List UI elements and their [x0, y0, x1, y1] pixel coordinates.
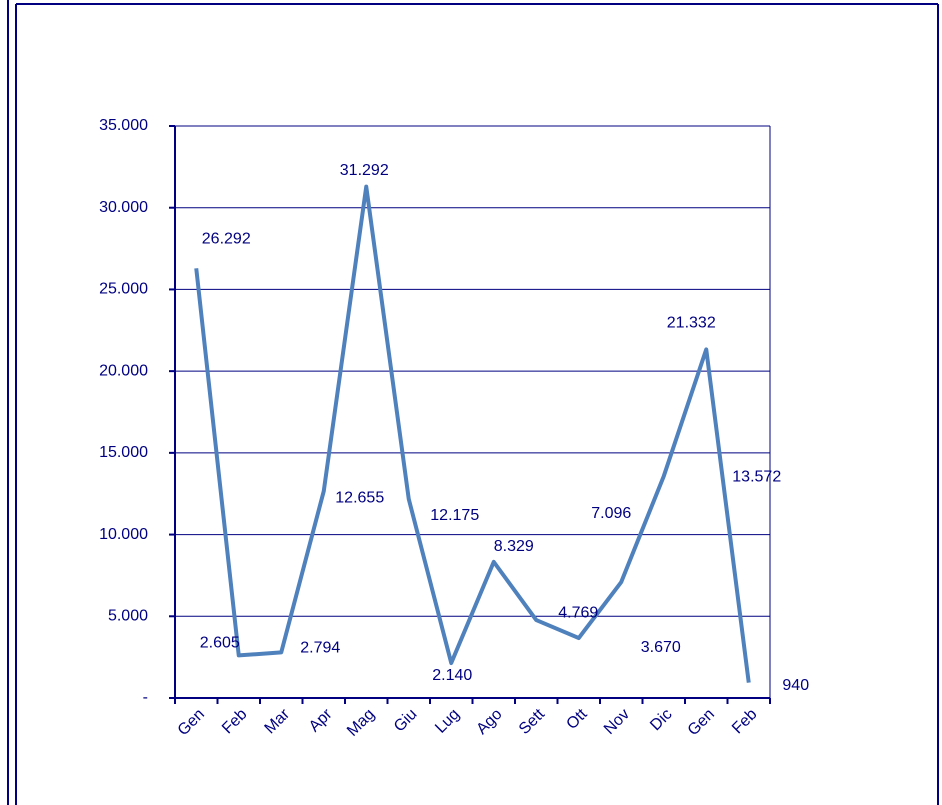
- x-tick-label: Gen: [685, 706, 718, 739]
- x-tick-label: Dic: [647, 706, 675, 734]
- y-tick-label: 20.000: [99, 362, 148, 379]
- y-tick-label: -: [143, 689, 148, 706]
- y-tick-label: 25.000: [99, 281, 148, 298]
- data-label: 12.655: [335, 489, 384, 506]
- y-tick-label: 15.000: [99, 444, 148, 461]
- y-tick-label: 30.000: [99, 199, 148, 216]
- x-tick-label: Sett: [516, 705, 549, 738]
- x-tick-label: Ago: [473, 706, 505, 738]
- x-tick-label: Giu: [391, 706, 421, 736]
- data-label: 12.175: [430, 507, 479, 524]
- x-tick-label: Ott: [563, 705, 591, 733]
- data-label: 21.332: [667, 315, 716, 332]
- data-label: 4.769: [558, 604, 598, 621]
- data-label: 940: [782, 677, 809, 694]
- data-label: 13.572: [732, 468, 781, 485]
- y-tick-label: 10.000: [99, 526, 148, 543]
- data-label: 2.140: [432, 667, 472, 684]
- x-tick-label: Nov: [601, 706, 633, 738]
- x-tick-label: Feb: [729, 706, 761, 738]
- line: [194, 184, 751, 683]
- x-tick-label: Feb: [219, 706, 251, 738]
- data-label: 7.096: [591, 505, 631, 522]
- x-tick-label: Mar: [262, 705, 294, 737]
- data-label: 2.605: [200, 635, 240, 652]
- data-label: 2.794: [300, 640, 340, 657]
- y-tick-label: 5.000: [108, 608, 148, 625]
- x-tick-label: Gen: [175, 706, 208, 739]
- data-label: 8.329: [494, 538, 534, 555]
- y-tick-label: 35.000: [99, 117, 148, 134]
- x-tick-label: Lug: [432, 706, 463, 737]
- x-tick-label: Mag: [344, 706, 378, 740]
- data-label: 26.292: [202, 231, 251, 248]
- x-tick-label: Apr: [306, 705, 336, 735]
- data-label: 31.292: [340, 162, 389, 179]
- data-label: 3.670: [641, 639, 681, 656]
